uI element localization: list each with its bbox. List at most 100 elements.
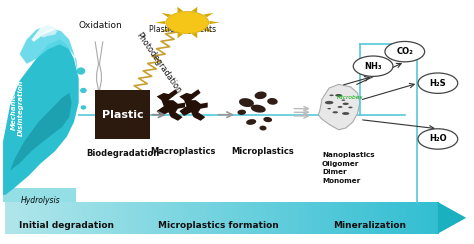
Bar [197, 202, 200, 234]
Bar [242, 202, 244, 234]
Bar [196, 202, 198, 234]
Bar [247, 202, 250, 234]
Bar [276, 202, 279, 234]
Bar [146, 202, 149, 234]
Bar [237, 202, 240, 234]
Bar [428, 202, 430, 234]
Bar [70, 202, 73, 234]
Bar [95, 202, 97, 234]
Bar [163, 202, 165, 234]
Bar [405, 202, 407, 234]
Bar [302, 202, 305, 234]
Bar [301, 202, 303, 234]
Bar [203, 202, 205, 234]
Bar [102, 202, 104, 234]
Bar [46, 202, 48, 234]
Bar [357, 202, 359, 234]
Text: Plastic fragments: Plastic fragments [149, 25, 216, 34]
Bar [121, 202, 123, 234]
Bar [220, 202, 223, 234]
Bar [272, 202, 274, 234]
Polygon shape [438, 202, 466, 234]
Bar [250, 202, 253, 234]
Bar [416, 202, 419, 234]
Bar [175, 202, 178, 234]
Ellipse shape [77, 67, 85, 75]
Bar [219, 202, 221, 234]
Bar [207, 202, 210, 234]
Bar [413, 202, 416, 234]
Bar [259, 202, 262, 234]
Text: Microplastics: Microplastics [232, 147, 294, 156]
Polygon shape [3, 187, 76, 202]
Polygon shape [191, 7, 197, 12]
Bar [271, 202, 273, 234]
Bar [204, 202, 207, 234]
Bar [124, 202, 126, 234]
Bar [49, 202, 51, 234]
Ellipse shape [343, 102, 349, 105]
Bar [290, 202, 292, 234]
Bar [232, 202, 234, 234]
Bar [110, 202, 113, 234]
Bar [31, 202, 34, 234]
Bar [213, 202, 215, 234]
Bar [28, 202, 31, 234]
Bar [82, 202, 84, 234]
Bar [285, 202, 287, 234]
Bar [225, 202, 227, 234]
Bar [157, 202, 159, 234]
Bar [340, 202, 342, 234]
Bar [246, 202, 248, 234]
Bar [422, 202, 424, 234]
Bar [337, 202, 339, 234]
Bar [142, 202, 145, 234]
Bar [305, 202, 308, 234]
Bar [83, 202, 86, 234]
Bar [17, 202, 19, 234]
Bar [390, 202, 392, 234]
Bar [236, 202, 238, 234]
Bar [423, 202, 426, 234]
Bar [295, 202, 298, 234]
Bar [353, 202, 355, 234]
Ellipse shape [328, 108, 331, 109]
Bar [374, 202, 377, 234]
Bar [226, 202, 228, 234]
Bar [200, 202, 202, 234]
Ellipse shape [80, 88, 87, 93]
Bar [425, 202, 427, 234]
Bar [64, 202, 67, 234]
Bar [347, 202, 349, 234]
Bar [189, 202, 191, 234]
Bar [334, 202, 337, 234]
Bar [403, 202, 406, 234]
Bar [92, 202, 94, 234]
Bar [210, 202, 212, 234]
Bar [40, 202, 42, 234]
Bar [319, 202, 322, 234]
Bar [351, 202, 354, 234]
Bar [43, 202, 46, 234]
Bar [127, 202, 129, 234]
Bar [11, 202, 14, 234]
Text: NH₃: NH₃ [365, 62, 382, 71]
Bar [206, 202, 208, 234]
Bar [20, 202, 22, 234]
Bar [249, 202, 251, 234]
Bar [373, 202, 375, 234]
Bar [369, 202, 371, 234]
Bar [103, 202, 106, 234]
Bar [341, 202, 344, 234]
Text: Plastic: Plastic [101, 110, 143, 120]
Bar [145, 202, 147, 234]
Ellipse shape [341, 100, 345, 101]
Text: Photodegradation: Photodegradation [135, 30, 183, 95]
Bar [386, 202, 388, 234]
Bar [420, 202, 423, 234]
Bar [432, 202, 435, 234]
Bar [26, 202, 28, 234]
Bar [186, 202, 188, 234]
Bar [278, 202, 280, 234]
Bar [228, 202, 230, 234]
